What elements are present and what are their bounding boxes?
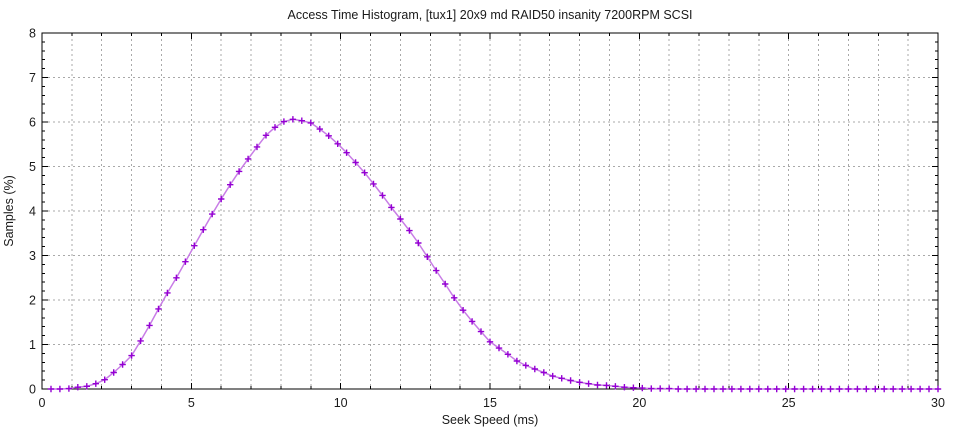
y-tick-label: 5 <box>29 160 36 174</box>
x-tick-label: 10 <box>334 396 348 410</box>
y-tick-label: 4 <box>29 205 36 219</box>
series-line <box>51 118 938 390</box>
x-tick-label: 0 <box>39 396 46 410</box>
x-tick-label: 5 <box>188 396 195 410</box>
x-tick-label: 25 <box>782 396 796 410</box>
y-tick-label: 0 <box>29 383 36 397</box>
y-tick-label: 2 <box>29 294 36 308</box>
y-tick-label: 8 <box>29 27 36 41</box>
series-plus-markers <box>47 116 942 393</box>
x-tick-label: 15 <box>483 396 497 410</box>
y-axis-label: Samples (%) <box>2 175 16 247</box>
y-tick-label: 1 <box>29 338 36 352</box>
chart-title: Access Time Histogram, [tux1] 20x9 md RA… <box>287 8 692 22</box>
y-tick-label: 6 <box>29 116 36 130</box>
y-tick-label: 3 <box>29 249 36 263</box>
plot-layers: 0 5 10 15 20 25 30 0 1 2 3 4 5 6 7 8 <box>29 27 945 411</box>
y-tick-label: 7 <box>29 71 36 85</box>
x-tick-label: 20 <box>632 396 646 410</box>
x-tick-label: 30 <box>931 396 945 410</box>
x-axis-label: Seek Speed (ms) <box>442 413 539 427</box>
